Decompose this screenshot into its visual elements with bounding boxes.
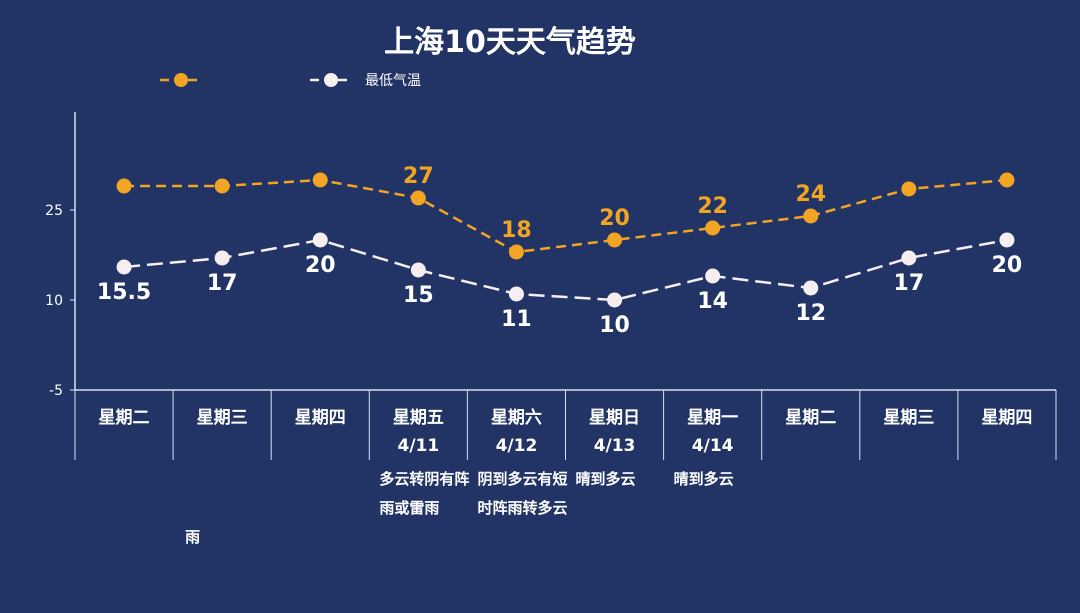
category-day: 星期四 [981,408,1032,428]
category-day: 星期五 [393,408,444,428]
high-temp-point[interactable] [901,181,917,197]
low-temp-point[interactable] [508,286,524,302]
low-temp-point[interactable] [901,250,917,266]
high-temp-label: 27 [403,164,434,189]
low-temp-label: 15 [403,283,434,308]
category-date: 4/11 [397,436,439,456]
category-weather: 阴到多云有短 [477,470,567,488]
category-day: 星期四 [295,408,346,428]
low-temp-point[interactable] [312,232,328,248]
chart-title: 上海10天天气趋势 [384,25,636,60]
category-day: 星期三 [197,408,248,428]
category-day: 星期日 [589,408,640,428]
low-temp-point[interactable] [705,268,721,284]
category-day: 星期三 [883,408,934,428]
legend-item-low[interactable]: 最低气温 [310,73,421,89]
low-temp-label: 20 [305,253,336,278]
series-high: 27 18 20 22 24 [116,164,1015,260]
category-day: 星期一 [687,408,738,428]
y-tick-label: -5 [49,383,63,399]
category-weather: 时阵雨转多云 [477,499,567,517]
low-temp-point[interactable] [214,250,230,266]
category-day: 星期二 [99,408,150,428]
low-temp-point[interactable] [116,259,132,275]
category-weather: 晴到多云 [674,470,734,488]
low-temp-point[interactable] [410,262,426,278]
high-temp-line [124,178,1008,254]
high-temp-label: 18 [501,218,532,243]
y-axis-ticks: -5 10 25 [45,203,75,399]
high-temp-point[interactable] [116,178,132,194]
high-temp-label: 24 [795,182,826,207]
legend: 最低气温 [160,73,421,89]
category-date: 4/12 [496,436,538,456]
low-temp-label: 15.5 [97,280,151,305]
low-temp-point[interactable] [803,280,819,296]
low-temp-line [123,238,1008,302]
category-date: 4/13 [594,436,636,456]
low-temp-label: 12 [795,301,826,326]
series-low: 15.5 17 20 15 11 10 14 12 17 20 [97,232,1023,338]
low-temp-label: 20 [992,253,1023,278]
low-temp-point[interactable] [999,232,1015,248]
category-date: 4/14 [692,436,734,456]
category-day: 星期二 [785,408,836,428]
high-temp-point[interactable] [705,220,721,236]
legend-item-high[interactable] [160,73,202,87]
high-temp-point[interactable] [803,208,819,224]
high-temp-point[interactable] [410,190,426,206]
high-temp-point[interactable] [508,244,524,260]
y-tick-label: 25 [45,203,63,219]
high-temp-point[interactable] [999,172,1015,188]
high-temp-point[interactable] [214,178,230,194]
legend-high-marker [174,73,188,87]
low-temp-label: 17 [207,271,238,296]
y-tick-label: 10 [45,293,63,309]
category-day: 星期六 [491,407,542,428]
category-weather: 晴到多云 [576,470,636,488]
low-temp-label: 14 [697,289,728,314]
low-temp-label: 10 [599,313,630,338]
high-temp-point[interactable] [607,232,623,248]
category-weather: 雨 [185,528,200,546]
high-temp-label: 22 [697,194,728,219]
high-temp-point[interactable] [312,172,328,188]
legend-low-label: 最低气温 [365,73,421,89]
low-temp-label: 17 [894,271,925,296]
low-temp-point[interactable] [607,292,623,308]
axes [74,112,1057,460]
category-weather: 雨或雷雨 [379,499,439,517]
low-temp-label: 11 [501,307,532,332]
category-weather: 多云转阴有阵 [379,470,469,488]
high-temp-label: 20 [599,206,630,231]
legend-low-marker [324,73,338,87]
